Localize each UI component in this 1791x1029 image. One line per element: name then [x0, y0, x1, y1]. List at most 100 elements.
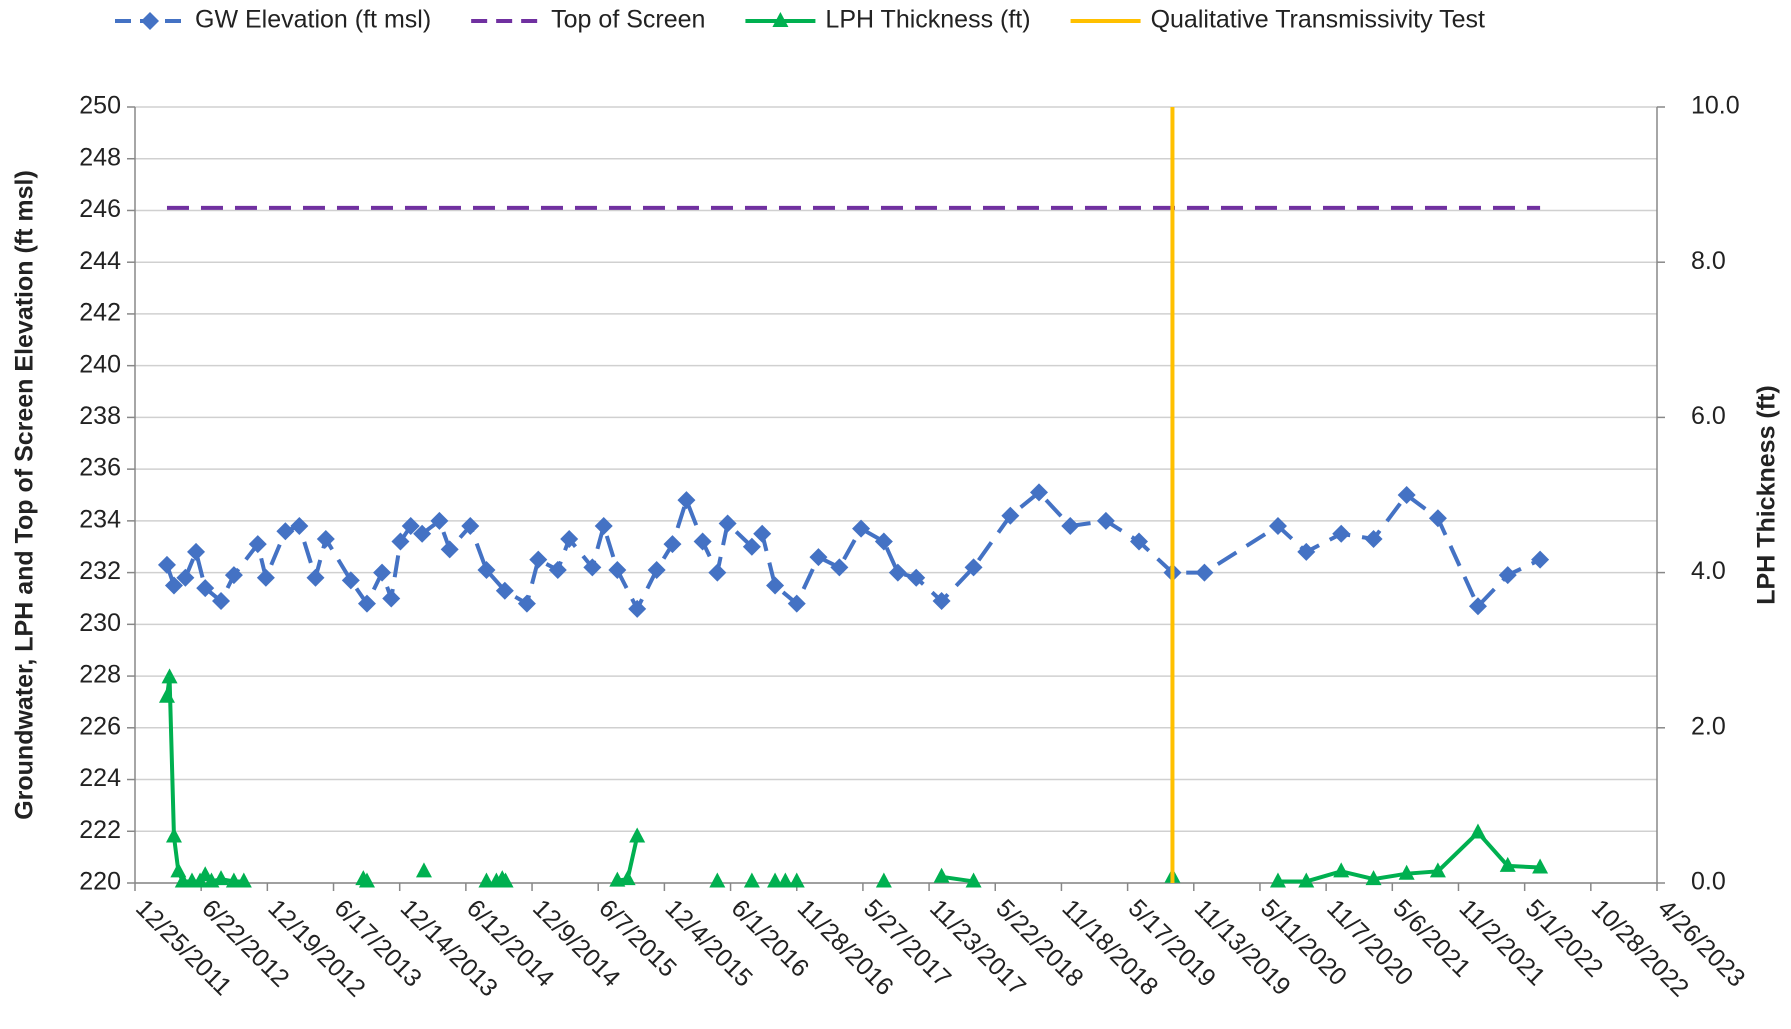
data-point	[1429, 862, 1446, 878]
y-tick-label: 250	[79, 92, 121, 120]
data-point	[629, 827, 646, 843]
series-line	[941, 874, 974, 884]
data-point	[196, 579, 215, 598]
data-point	[787, 594, 806, 613]
y2-axis-title: LPH Thickness (ft)	[1753, 385, 1781, 604]
data-point	[161, 668, 178, 684]
data-point	[663, 535, 682, 554]
data-point	[529, 550, 548, 569]
data-point	[718, 514, 737, 533]
data-point	[187, 542, 206, 561]
legend-label: GW Elevation (ft msl)	[195, 6, 431, 34]
y-tick-label: 226	[79, 712, 121, 740]
data-point	[276, 522, 295, 541]
data-point	[1297, 542, 1316, 561]
data-point	[256, 568, 275, 587]
data-point	[1469, 823, 1486, 839]
data-point	[306, 568, 325, 587]
y-tick-label: 220	[79, 868, 121, 896]
legend-label: Qualitative Transmissivity Test	[1151, 6, 1485, 34]
data-point	[1532, 858, 1549, 874]
data-point	[548, 561, 567, 580]
data-point	[413, 524, 432, 543]
data-point	[213, 870, 230, 886]
data-point	[628, 599, 647, 618]
data-point	[766, 576, 785, 595]
data-point	[677, 491, 696, 510]
data-point	[1531, 550, 1550, 569]
data-point	[341, 571, 360, 590]
data-point	[888, 563, 907, 582]
data-point	[1298, 872, 1315, 888]
data-point	[608, 561, 627, 580]
y2-tick-label: 10.0	[1691, 92, 1740, 120]
data-point	[809, 548, 828, 567]
data-point	[497, 872, 514, 888]
legend-label: Top of Screen	[551, 6, 705, 34]
data-point	[874, 532, 893, 551]
data-point	[1397, 486, 1416, 504]
data-point	[1499, 856, 1516, 872]
data-point	[907, 568, 926, 587]
data-point	[742, 537, 761, 556]
data-point	[1130, 532, 1149, 551]
y-tick-label: 228	[79, 661, 121, 689]
data-point	[290, 517, 309, 536]
data-point	[743, 872, 760, 888]
data-point	[965, 872, 982, 888]
data-point	[1498, 566, 1517, 585]
y-tick-label: 246	[79, 195, 121, 223]
data-point	[933, 867, 950, 883]
data-point	[477, 561, 496, 580]
data-point	[440, 540, 459, 559]
data-point	[647, 561, 666, 580]
data-point	[316, 529, 335, 548]
y-tick-label: 244	[79, 247, 121, 275]
y-tick-label: 222	[79, 816, 121, 844]
y-tick-label: 224	[79, 764, 121, 792]
data-point	[165, 827, 182, 843]
data-point	[1061, 517, 1080, 536]
data-point	[619, 870, 636, 886]
y-tick-label: 242	[79, 299, 121, 327]
data-point	[1428, 509, 1447, 528]
data-point	[1269, 872, 1286, 888]
data-point	[176, 568, 195, 587]
data-point	[875, 872, 892, 888]
data-point	[517, 594, 536, 613]
data-point	[932, 592, 951, 611]
data-point	[235, 872, 252, 888]
data-point	[157, 555, 176, 574]
data-point	[1268, 517, 1287, 536]
data-point	[401, 517, 420, 536]
data-point	[1365, 870, 1382, 886]
data-point	[788, 872, 805, 888]
data-point	[164, 576, 183, 595]
data-point	[430, 511, 449, 530]
data-point	[753, 524, 772, 543]
data-point	[964, 558, 983, 577]
data-point	[382, 589, 401, 608]
data-point	[830, 558, 849, 577]
data-point	[708, 563, 727, 582]
data-point	[709, 872, 726, 888]
y2-tick-label: 0.0	[1691, 868, 1726, 896]
data-point	[248, 535, 267, 554]
data-point	[357, 594, 376, 613]
legend-marker	[772, 12, 789, 27]
y-tick-label: 232	[79, 557, 121, 585]
y2-tick-label: 4.0	[1691, 557, 1726, 585]
y-tick-label: 230	[79, 609, 121, 637]
data-point	[224, 566, 243, 585]
data-point	[594, 517, 613, 536]
data-point	[1333, 862, 1350, 878]
data-point	[1468, 597, 1487, 616]
y-tick-label: 238	[79, 402, 121, 430]
legend-marker	[141, 12, 159, 30]
data-point	[158, 687, 175, 703]
data-point	[1001, 506, 1020, 525]
y-tick-label: 236	[79, 454, 121, 482]
y2-tick-label: 6.0	[1691, 402, 1726, 430]
data-point	[415, 862, 432, 878]
